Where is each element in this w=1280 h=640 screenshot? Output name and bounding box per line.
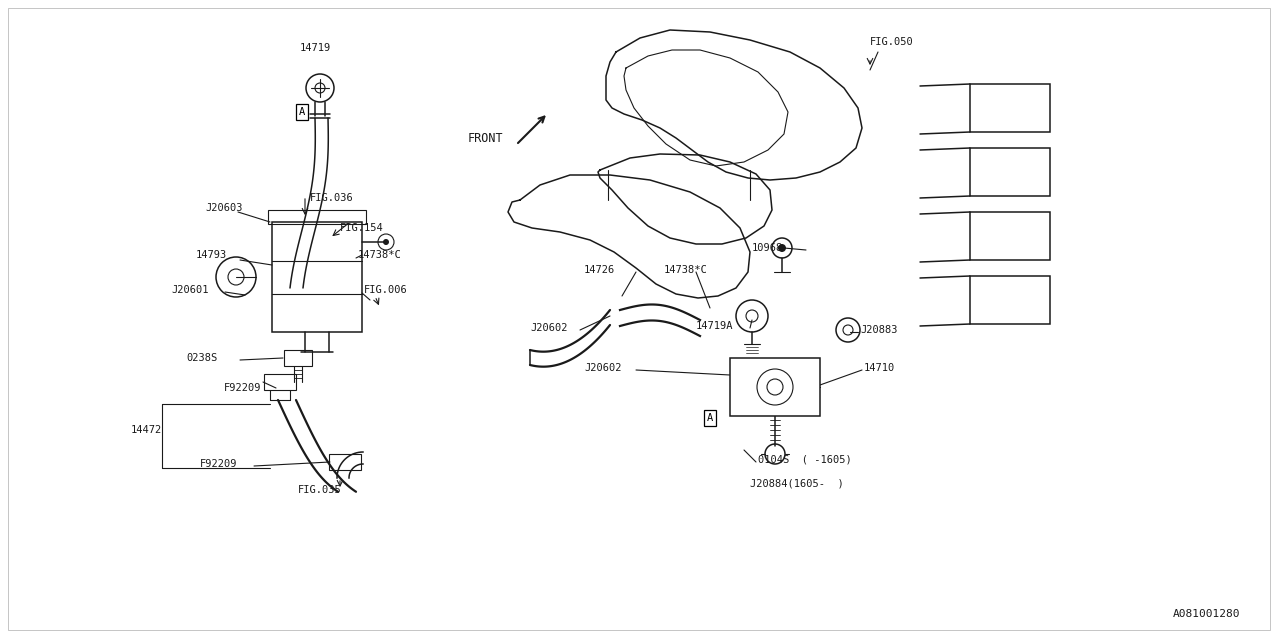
Polygon shape — [508, 175, 750, 298]
Polygon shape — [605, 30, 861, 180]
Bar — [970, 84, 1050, 132]
Text: J20883: J20883 — [860, 325, 897, 335]
Text: 0238S: 0238S — [186, 353, 218, 363]
Text: FIG.006: FIG.006 — [364, 285, 408, 295]
Text: 14738*C: 14738*C — [664, 265, 708, 275]
Text: J20603: J20603 — [205, 203, 242, 213]
Bar — [730, 358, 820, 416]
Text: A: A — [707, 413, 713, 423]
Circle shape — [778, 244, 786, 252]
Bar — [273, 222, 362, 332]
Text: FIG.050: FIG.050 — [870, 37, 914, 47]
Bar — [970, 212, 1050, 260]
Text: F92209: F92209 — [200, 459, 238, 469]
Bar — [264, 374, 296, 390]
Bar — [284, 350, 312, 366]
Text: A: A — [298, 107, 305, 117]
Text: FIG.036: FIG.036 — [310, 193, 353, 203]
Text: J20601: J20601 — [172, 285, 209, 295]
Text: 0104S  ( -1605): 0104S ( -1605) — [758, 455, 851, 465]
Bar — [268, 210, 366, 224]
Text: FIG.035: FIG.035 — [298, 485, 342, 495]
Text: 14738*C: 14738*C — [358, 250, 402, 260]
Text: J20884(1605-  ): J20884(1605- ) — [750, 479, 844, 489]
Text: 10968: 10968 — [753, 243, 783, 253]
Polygon shape — [598, 154, 772, 244]
Text: 14472: 14472 — [131, 425, 163, 435]
Text: A081001280: A081001280 — [1172, 609, 1240, 619]
Text: 14710: 14710 — [864, 363, 895, 373]
Text: 14719: 14719 — [300, 43, 332, 53]
Text: 14719A: 14719A — [696, 321, 733, 331]
Bar — [970, 148, 1050, 196]
Text: 14793: 14793 — [196, 250, 228, 260]
Bar — [329, 454, 361, 470]
Text: FIG.154: FIG.154 — [340, 223, 384, 233]
Text: F92209: F92209 — [224, 383, 261, 393]
Bar — [970, 276, 1050, 324]
Text: FRONT: FRONT — [468, 131, 503, 145]
Circle shape — [383, 239, 389, 245]
Text: J20602: J20602 — [530, 323, 567, 333]
Text: J20602: J20602 — [584, 363, 622, 373]
Text: 14726: 14726 — [584, 265, 616, 275]
